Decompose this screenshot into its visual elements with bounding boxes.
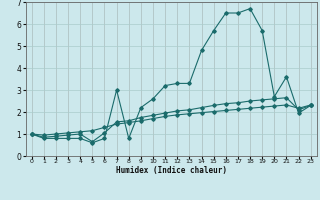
X-axis label: Humidex (Indice chaleur): Humidex (Indice chaleur) (116, 166, 227, 175)
